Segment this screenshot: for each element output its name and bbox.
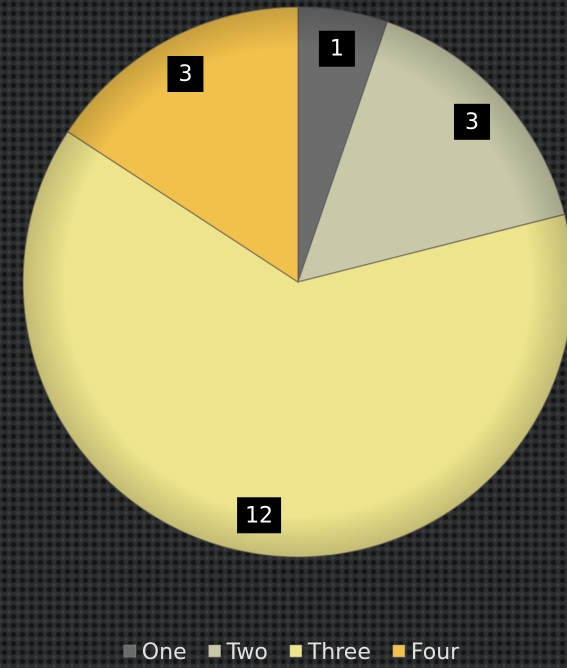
data-label-box bbox=[237, 497, 282, 534]
pie bbox=[22, 6, 567, 558]
legend-label: One bbox=[142, 640, 187, 665]
data-label: 12 bbox=[245, 503, 273, 528]
data-label: 3 bbox=[465, 110, 479, 135]
legend-swatch bbox=[123, 644, 137, 658]
legend-item: Three bbox=[289, 640, 371, 665]
data-label: 1 bbox=[330, 37, 344, 62]
data-labels: 1 3 12 3 bbox=[167, 30, 490, 534]
legend-swatch bbox=[208, 644, 221, 658]
legend-swatch bbox=[392, 644, 406, 658]
legend-swatch bbox=[289, 644, 303, 658]
data-label: 3 bbox=[178, 62, 192, 87]
legend-item: One bbox=[123, 640, 187, 665]
legend: One Two Three Four bbox=[123, 640, 460, 665]
legend-label: Three bbox=[307, 640, 371, 665]
legend-label: Four bbox=[411, 640, 460, 665]
legend-label: Two bbox=[226, 640, 268, 665]
legend-item: Two bbox=[208, 640, 268, 665]
data-label-box bbox=[453, 103, 490, 140]
legend-item: Four bbox=[392, 640, 460, 665]
data-label-box bbox=[318, 30, 355, 67]
data-label-box bbox=[167, 56, 204, 93]
